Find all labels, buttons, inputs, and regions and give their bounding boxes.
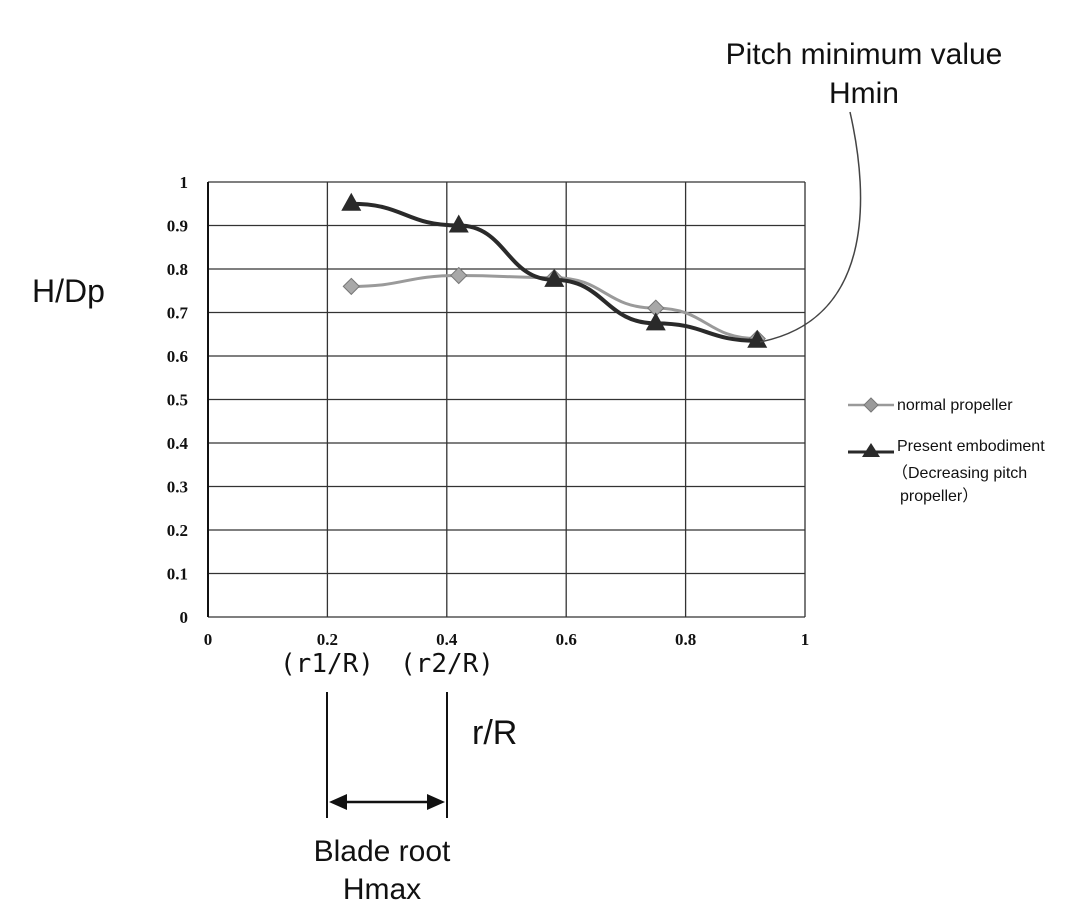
x-tick-label: 1	[801, 630, 810, 649]
y-tick-label: 0.6	[167, 347, 188, 366]
x-axis-ticks: 0 0.2 0.4 0.6 0.8 1	[204, 630, 810, 649]
blade-root-label: Blade root	[314, 835, 451, 868]
y-tick-label: 0.4	[167, 434, 189, 453]
x-tick-label: 0.2	[317, 630, 338, 649]
pitch-minimum-label: Pitch minimum value	[726, 38, 1003, 71]
r1-label: (r1/R)	[280, 649, 374, 679]
hmin-leader-line	[759, 111, 862, 343]
y-tick-label: 1	[180, 173, 189, 192]
y-tick-label: 0.5	[167, 391, 188, 410]
x-tick-label: 0	[204, 630, 213, 649]
y-tick-label: 0.7	[167, 304, 189, 323]
x-axis-label: r/R	[472, 714, 517, 752]
legend-label-present-embodiment-sub2: propeller）	[900, 487, 978, 505]
hmax-label: Hmax	[343, 873, 421, 906]
data-point-triangle	[645, 312, 666, 331]
y-tick-label: 0.1	[167, 565, 188, 584]
data-point-triangle	[341, 192, 362, 211]
data-point-diamond	[342, 277, 360, 296]
data-point-triangle	[544, 268, 565, 287]
legend-label-present-embodiment: Present embodiment	[897, 438, 1045, 455]
x-tick-label: 0.8	[675, 630, 696, 649]
series-layer	[341, 192, 768, 348]
data-point-triangle	[747, 329, 768, 348]
data-point-diamond	[450, 266, 468, 285]
data-point-triangle	[448, 214, 469, 233]
plot-grid	[207, 181, 806, 618]
y-tick-label: 0.2	[167, 521, 188, 540]
legend-label-normal-propeller: normal propeller	[897, 397, 1013, 414]
r2-label: (r2/R)	[400, 649, 494, 679]
legend-label-present-embodiment-sub1: （Decreasing pitch	[892, 464, 1027, 482]
legend-item-normal-propeller: normal propeller	[848, 397, 1013, 414]
legend-item-present-embodiment: Present embodiment （Decreasing pitch pro…	[848, 438, 1045, 505]
y-tick-label: 0.9	[167, 217, 188, 236]
y-axis-label: H/Dp	[32, 273, 105, 309]
blade-root-span-arrow	[329, 794, 445, 810]
y-tick-label: 0.3	[167, 478, 188, 497]
y-tick-label: 0.8	[167, 260, 188, 279]
series-present-embodiment	[341, 192, 768, 348]
legend: normal propeller Present embodiment （Dec…	[848, 397, 1045, 505]
hmin-label: Hmin	[829, 77, 899, 110]
x-tick-label: 0.6	[556, 630, 577, 649]
y-axis-ticks: 0 0.1 0.2 0.3 0.4 0.5 0.6 0.7 0.8 0.9 1	[167, 173, 189, 627]
y-tick-label: 0	[180, 608, 189, 627]
x-tick-label: 0.4	[436, 630, 458, 649]
